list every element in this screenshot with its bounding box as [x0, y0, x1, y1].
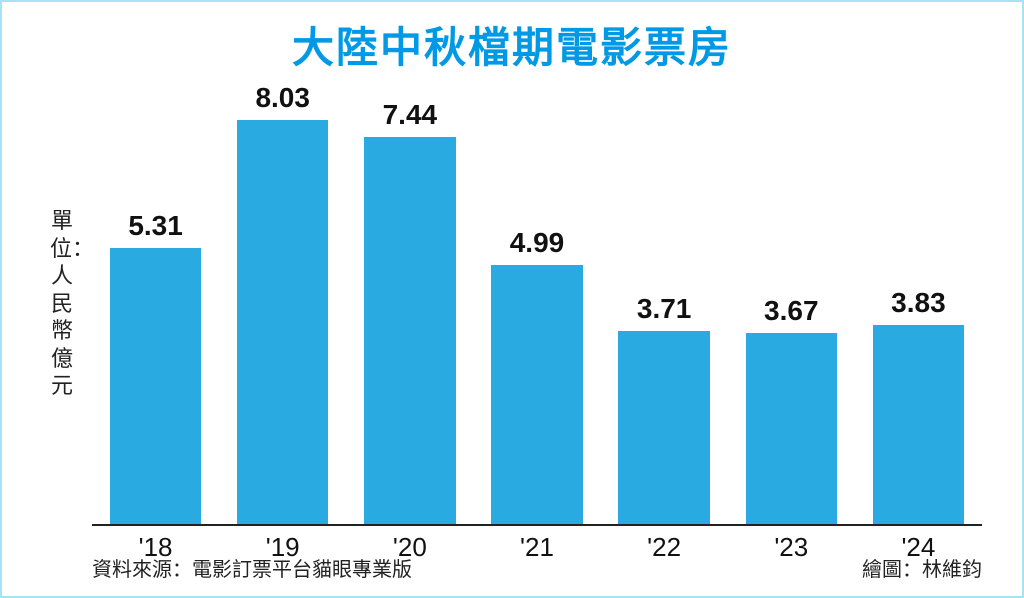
bar-value-label: 3.83	[891, 287, 946, 319]
credit-text: 繪圖：林維鈞	[862, 553, 982, 582]
bar-column: 5.31'18	[92, 82, 219, 524]
bar-value-label: 7.44	[383, 99, 438, 131]
bar-value-label: 5.31	[128, 210, 183, 242]
bar-rect	[237, 120, 329, 524]
bar-value-label: 8.03	[255, 82, 310, 114]
bar-column: 3.71'22	[601, 82, 728, 524]
source-text: 資料來源：電影訂票平台貓眼專業版	[92, 553, 412, 582]
bar-container: 5.31'188.03'197.44'204.99'213.71'223.67'…	[92, 82, 982, 526]
chart-title: 大陸中秋檔期電影票房	[2, 2, 1022, 75]
chart-footer: 資料來源：電影訂票平台貓眼專業版 繪圖：林維鈞	[92, 553, 982, 582]
bar-column: 3.83'24	[855, 82, 982, 524]
bar-column: 7.44'20	[346, 82, 473, 524]
bar-column: 8.03'19	[219, 82, 346, 524]
y-axis-label: 單位：人民幣億元	[50, 207, 74, 400]
bar-rect	[491, 265, 583, 524]
bar-rect	[110, 248, 202, 524]
bar-column: 3.67'23	[728, 82, 855, 524]
bar-value-label: 3.71	[637, 293, 692, 325]
bar-rect	[746, 333, 838, 524]
bar-value-label: 3.67	[764, 295, 819, 327]
bar-rect	[618, 331, 710, 524]
chart-area: 5.31'188.03'197.44'204.99'213.71'223.67'…	[92, 82, 982, 526]
bar-value-label: 4.99	[510, 227, 565, 259]
bar-rect	[364, 137, 456, 524]
bar-column: 4.99'21	[473, 82, 600, 524]
bar-rect	[873, 325, 965, 524]
